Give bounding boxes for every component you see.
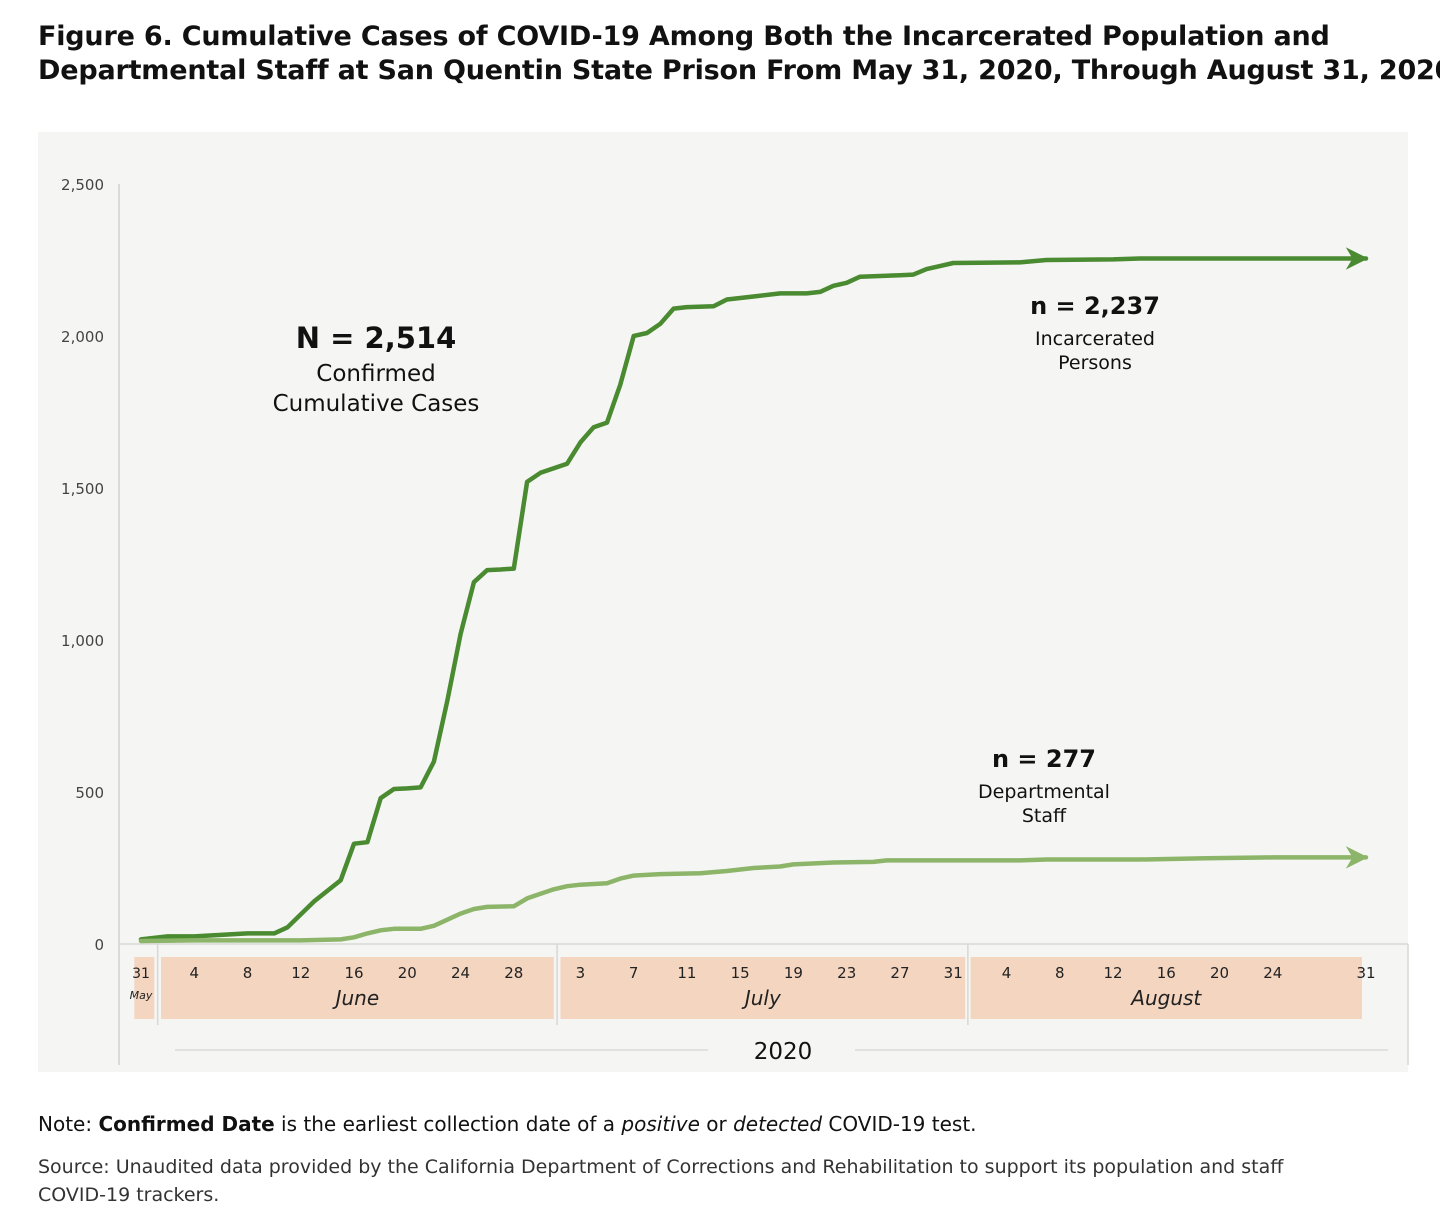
x-tick-label: 12 bbox=[1103, 964, 1122, 982]
annotation-staff-label: Staff bbox=[1022, 805, 1067, 827]
note-mid-2: or bbox=[699, 1112, 734, 1136]
title-line-2: Departmental Staff at San Quentin State … bbox=[38, 55, 1440, 86]
y-tick-label: 0 bbox=[94, 936, 104, 954]
y-tick-label: 2,000 bbox=[61, 328, 104, 346]
x-tick-label: 4 bbox=[189, 964, 199, 982]
annotation-incarcerated-label: Persons bbox=[1058, 352, 1132, 374]
y-tick-label: 1,500 bbox=[61, 480, 104, 498]
month-band-july bbox=[560, 957, 966, 1019]
x-tick-label: 20 bbox=[398, 964, 417, 982]
x-tick-label: 31 bbox=[1356, 964, 1375, 982]
annotation-staff-n: n = 277 bbox=[992, 745, 1096, 773]
annotation-incarcerated-label: Incarcerated bbox=[1035, 328, 1155, 350]
x-tick-label: 3 bbox=[576, 964, 586, 982]
x-tick-label: 28 bbox=[504, 964, 523, 982]
x-tick-label: 4 bbox=[1002, 964, 1012, 982]
month-label: June bbox=[332, 986, 380, 1010]
x-tick-label: 8 bbox=[243, 964, 253, 982]
x-tick-label: 15 bbox=[731, 964, 750, 982]
chart-panel bbox=[38, 132, 1408, 1072]
note-bold: Confirmed Date bbox=[98, 1112, 275, 1136]
month-band-june bbox=[160, 957, 554, 1019]
title-line-1: Figure 6. Cumulative Cases of COVID-19 A… bbox=[38, 21, 1330, 52]
month-label: July bbox=[741, 986, 782, 1010]
x-tick-label: 31 bbox=[132, 966, 150, 982]
x-tick-label: 23 bbox=[837, 964, 856, 982]
x-tick-label: 12 bbox=[291, 964, 310, 982]
y-tick-label: 1,000 bbox=[61, 632, 104, 650]
y-tick-label: 2,500 bbox=[61, 176, 104, 194]
figure-note: Note: Confirmed Date is the earliest col… bbox=[38, 1112, 977, 1136]
x-tick-label: 24 bbox=[1263, 964, 1282, 982]
series-line-staff bbox=[138, 846, 1369, 944]
x-tick-label: 8 bbox=[1055, 964, 1065, 982]
x-axis-year-label: 2020 bbox=[754, 1039, 813, 1065]
figure-title: Figure 6. Cumulative Cases of COVID-19 A… bbox=[38, 20, 1440, 88]
annotation-total-label: Cumulative Cases bbox=[273, 391, 480, 417]
series-line-incarcerated bbox=[138, 247, 1369, 942]
annotation-incarcerated-n: n = 2,237 bbox=[1030, 292, 1160, 320]
x-tick-label: 16 bbox=[1157, 964, 1176, 982]
x-tick-label: 19 bbox=[784, 964, 803, 982]
note-italic-2: detected bbox=[733, 1112, 823, 1136]
month-label: August bbox=[1129, 986, 1202, 1010]
x-tick-label: 20 bbox=[1210, 964, 1229, 982]
annotation-total-label: Confirmed bbox=[316, 361, 435, 387]
x-tick-label: 11 bbox=[677, 964, 696, 982]
x-tick-label: 27 bbox=[890, 964, 909, 982]
y-tick-label: 500 bbox=[75, 784, 104, 802]
note-mid-1: is the earliest collection date of a bbox=[274, 1112, 622, 1136]
annotation-total: N = 2,514 bbox=[296, 321, 457, 355]
month-band-may bbox=[134, 957, 155, 1019]
month-band-august bbox=[970, 957, 1363, 1019]
figure-source: Source: Unaudited data provided by the C… bbox=[38, 1156, 1284, 1206]
x-tick-label: 7 bbox=[629, 964, 639, 982]
x-tick-label: 31 bbox=[944, 964, 963, 982]
x-tick-label: 16 bbox=[344, 964, 363, 982]
note-suffix: COVID-19 test. bbox=[822, 1112, 977, 1136]
note-prefix: Note: bbox=[38, 1112, 99, 1136]
month-label: May bbox=[130, 989, 153, 1002]
note-italic-1: positive bbox=[621, 1112, 700, 1136]
x-tick-label: 24 bbox=[451, 964, 470, 982]
annotation-staff-label: Departmental bbox=[978, 781, 1110, 803]
